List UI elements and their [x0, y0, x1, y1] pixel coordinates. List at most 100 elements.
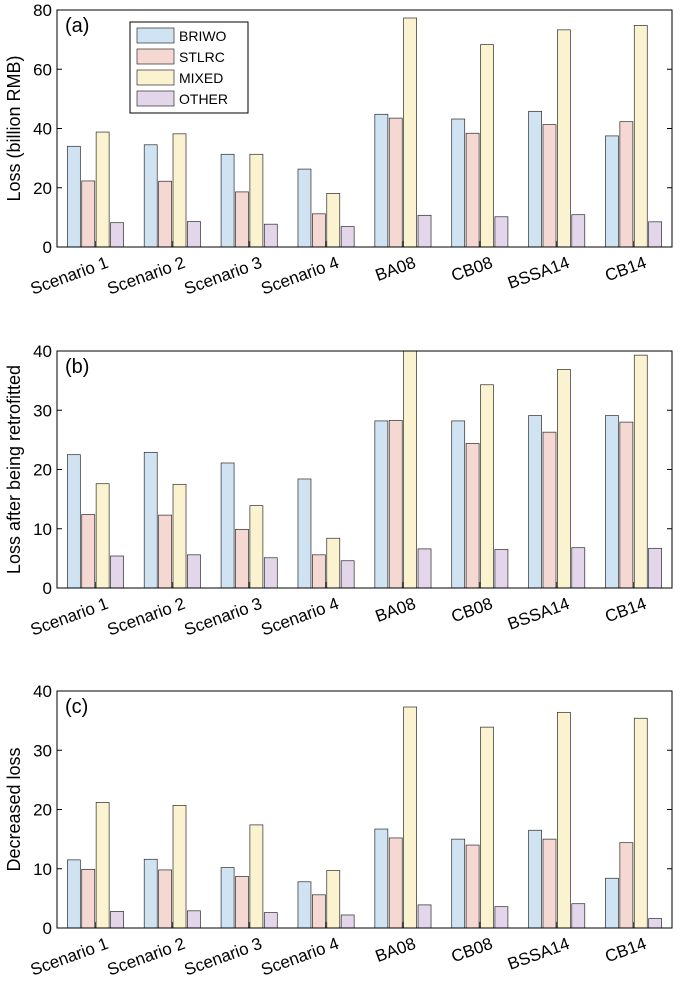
y-tick-label: 10: [33, 860, 52, 879]
bar-mixed-3: [249, 153, 264, 248]
bar-other-7: [571, 903, 586, 929]
bar-briwo-4: [297, 478, 312, 589]
bar-other-3: [263, 912, 278, 929]
bar-briwo-5: [374, 420, 389, 589]
x-tick-label: Scenario 3: [182, 594, 265, 640]
bar-other-2: [187, 221, 201, 248]
bar-briwo-2: [143, 451, 158, 589]
y-axis-label: Decreased loss: [4, 747, 24, 871]
y-tick-label: 60: [33, 60, 52, 79]
bar-mixed-2: [172, 804, 187, 929]
bar-other-2: [187, 910, 201, 929]
bar-mixed-7: [557, 711, 571, 929]
bar-stlrc-4: [312, 213, 326, 248]
x-tick-label: CB08: [449, 594, 495, 626]
x-tick-label: Scenario 2: [105, 934, 188, 980]
bar-briwo-1: [66, 145, 81, 248]
y-tick-label: 20: [33, 179, 52, 198]
bar-briwo-6: [451, 118, 466, 248]
y-tick-label: 80: [33, 1, 52, 20]
x-tick-label: BSSA14: [505, 253, 572, 293]
bar-other-5: [417, 214, 432, 248]
legend-swatch-stlrc: [136, 48, 175, 65]
bar-stlrc-5: [388, 117, 403, 248]
bar-mixed-4: [326, 193, 341, 248]
bar-stlrc-3: [235, 191, 249, 248]
y-axis-label: Loss after being retrofitted: [4, 365, 24, 574]
bar-mixed-5: [403, 350, 417, 589]
bar-other-6: [494, 906, 509, 929]
bar-briwo-1: [66, 454, 81, 589]
bar-stlrc-8: [619, 842, 634, 929]
x-tick-label: Scenario 4: [259, 253, 342, 299]
bar-stlrc-2: [158, 180, 172, 248]
x-tick-label: CB14: [602, 934, 648, 966]
bar-stlrc-5: [388, 419, 403, 589]
x-tick-label: Scenario 1: [28, 253, 111, 299]
bar-other-5: [417, 548, 432, 589]
bar-briwo-1: [66, 859, 81, 929]
y-tick-label: 20: [33, 461, 52, 480]
bar-mixed-5: [403, 17, 417, 248]
bar-other-6: [494, 216, 509, 248]
y-tick-label: 30: [33, 741, 52, 760]
x-tick-label: CB14: [602, 594, 648, 626]
bar-other-2: [187, 554, 201, 589]
x-tick-label: BA08: [373, 934, 419, 966]
bar-briwo-4: [297, 881, 312, 929]
x-tick-label: Scenario 4: [259, 934, 342, 980]
x-tick-label: CB14: [602, 253, 648, 285]
bar-briwo-6: [451, 838, 466, 929]
bar-stlrc-3: [235, 876, 249, 929]
bar-mixed-6: [480, 726, 494, 929]
panel-label: (a): [65, 15, 89, 37]
bar-briwo-7: [528, 110, 542, 248]
bar-stlrc-7: [542, 838, 557, 929]
bar-other-5: [417, 904, 432, 929]
y-tick-label: 40: [33, 120, 52, 139]
bar-stlrc-6: [465, 132, 480, 248]
x-tick-label: BA08: [373, 253, 419, 285]
bar-mixed-7: [557, 29, 571, 248]
x-tick-label: CB08: [449, 934, 495, 966]
bar-other-7: [571, 214, 586, 248]
bar-mixed-1: [95, 131, 110, 248]
bar-briwo-2: [143, 144, 158, 248]
bar-mixed-1: [95, 483, 110, 589]
bar-mixed-7: [557, 369, 571, 589]
bar-mixed-8: [633, 354, 648, 589]
y-axis-label: Loss (billion RMB): [4, 55, 24, 201]
bar-briwo-3: [220, 867, 235, 929]
bar-stlrc-6: [465, 443, 480, 589]
bar-stlrc-8: [619, 421, 634, 589]
x-tick-label: Scenario 4: [259, 594, 342, 640]
y-tick-label: 20: [33, 801, 52, 820]
bar-stlrc-2: [158, 514, 172, 589]
bar-other-1: [110, 555, 124, 589]
bar-briwo-8: [605, 135, 619, 248]
bar-mixed-3: [249, 505, 264, 589]
x-tick-label: Scenario 3: [182, 253, 265, 299]
y-tick-label: 30: [33, 401, 52, 420]
x-tick-label: Scenario 1: [28, 594, 111, 640]
x-tick-label: Scenario 1: [28, 934, 111, 980]
x-tick-label: Scenario 3: [182, 934, 265, 980]
x-tick-label: BSSA14: [505, 594, 572, 634]
bar-mixed-6: [480, 44, 494, 248]
x-tick-label: Scenario 2: [105, 594, 188, 640]
bar-mixed-3: [249, 824, 264, 929]
bar-other-3: [263, 223, 278, 248]
bar-stlrc-5: [388, 837, 403, 929]
legend-label-mixed: MIXED: [179, 70, 223, 86]
y-tick-label: 0: [43, 238, 52, 257]
bar-mixed-4: [326, 870, 341, 929]
bar-other-1: [110, 222, 124, 248]
bar-other-8: [648, 918, 663, 929]
bar-mixed-8: [633, 25, 648, 248]
bar-briwo-7: [528, 829, 542, 929]
bar-mixed-6: [480, 384, 494, 589]
bar-stlrc-6: [465, 844, 480, 929]
bar-other-7: [571, 547, 586, 589]
bar-other-4: [340, 560, 355, 589]
